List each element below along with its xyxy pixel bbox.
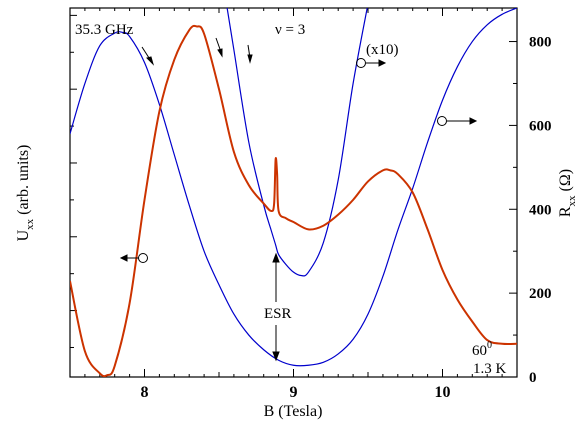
filling-annotation: ν = 3 bbox=[275, 22, 305, 38]
frequency-annotation: 35.3 GHz bbox=[75, 22, 134, 38]
angle-value: 60 bbox=[472, 343, 487, 359]
y-right-tick-label: 0 bbox=[529, 370, 537, 386]
x-tick-label: 10 bbox=[435, 384, 451, 401]
axis-indicator-right bbox=[437, 116, 478, 126]
series-uxx bbox=[70, 24, 517, 377]
arrow-2 bbox=[215, 37, 223, 58]
plot-frame bbox=[69, 7, 518, 378]
axis-indicator-left bbox=[119, 253, 148, 263]
y-right-tick-label: 400 bbox=[529, 202, 552, 218]
series-group bbox=[70, 8, 517, 377]
angle-degree: 0 bbox=[487, 340, 492, 351]
x-tick-labels: 8 9 10 bbox=[141, 384, 451, 401]
esr-annotation: ESR bbox=[264, 306, 292, 322]
axis-ticks bbox=[69, 8, 518, 378]
esr-arrow bbox=[272, 252, 280, 362]
series-rxx-x10 bbox=[226, 8, 368, 277]
y-left-main: U bbox=[15, 229, 32, 241]
y-right-tick-label: 600 bbox=[529, 118, 552, 134]
arrow-3 bbox=[247, 44, 253, 64]
axis-indicator-right-scaled bbox=[356, 58, 387, 68]
scale-annotation: (x10) bbox=[366, 42, 399, 58]
x-axis-label: B (Tesla) bbox=[264, 403, 323, 420]
angle-annotation: 600 bbox=[472, 340, 492, 359]
y-right-main: R bbox=[557, 206, 574, 217]
y-left-rest: (arb. units) bbox=[15, 145, 32, 219]
y-axis-left-label: Uxx (arb. units) bbox=[15, 145, 36, 242]
y-left-sub: xx bbox=[24, 218, 36, 230]
series-rxx bbox=[70, 8, 517, 367]
y-axis-right-label: Rxx (Ω) bbox=[557, 169, 578, 217]
pointer-arrows bbox=[141, 37, 253, 66]
x-tick-label: 9 bbox=[290, 384, 298, 401]
temperature-annotation: 1.3 K bbox=[473, 361, 507, 377]
y-right-tick-labels: 0 200 400 600 800 bbox=[529, 35, 552, 386]
x-tick-label: 8 bbox=[141, 384, 149, 401]
y-right-sub: xx bbox=[566, 195, 578, 207]
arrow-1 bbox=[141, 46, 155, 66]
y-right-tick-label: 200 bbox=[529, 286, 552, 302]
y-right-tick-label: 800 bbox=[529, 35, 552, 51]
y-right-rest: (Ω) bbox=[557, 169, 574, 196]
